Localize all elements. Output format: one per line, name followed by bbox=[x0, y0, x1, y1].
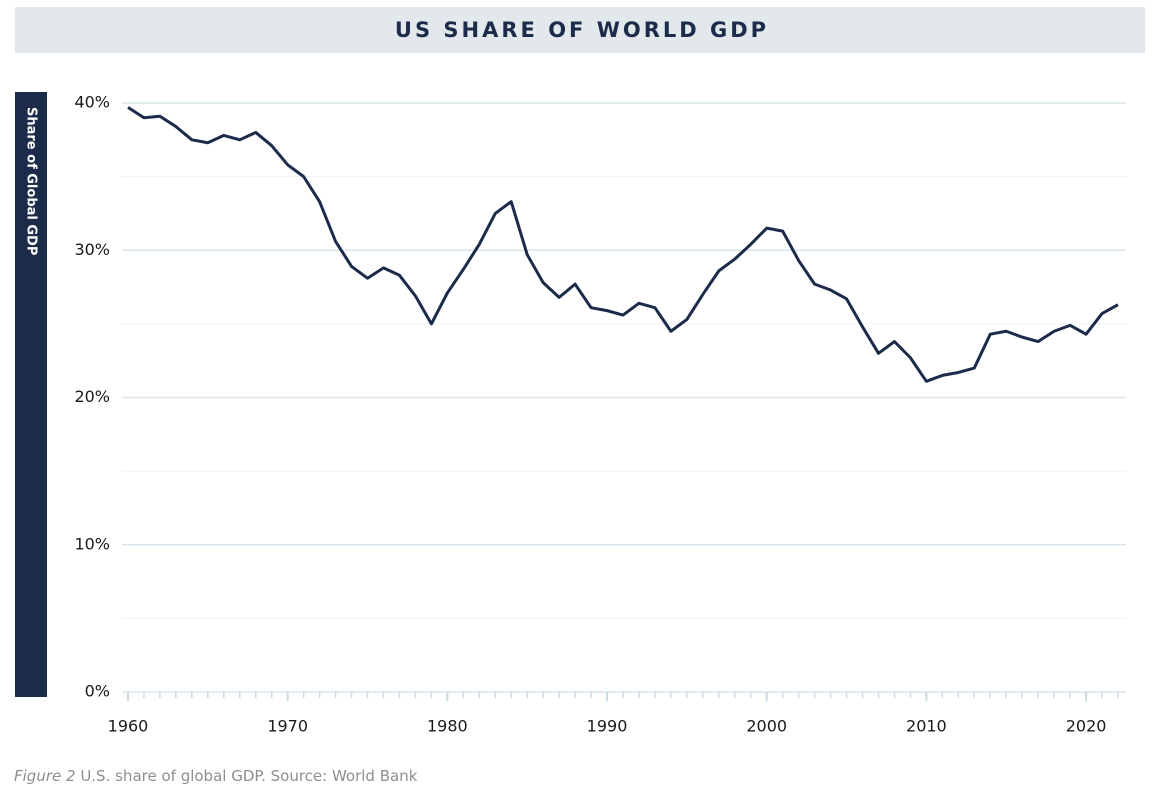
y-tick-label: 10% bbox=[74, 534, 110, 553]
x-tick-label: 1970 bbox=[267, 717, 308, 736]
y-tick-label: 30% bbox=[74, 240, 110, 259]
x-tick-label: 1990 bbox=[587, 717, 628, 736]
x-tick-label: 2020 bbox=[1066, 717, 1107, 736]
caption: Figure 2 U.S. share of global GDP. Sourc… bbox=[14, 767, 418, 785]
x-tick-label: 2000 bbox=[746, 717, 787, 736]
caption-label: Figure 2 bbox=[14, 767, 76, 785]
caption-text: U.S. share of global GDP. Source: World … bbox=[80, 767, 417, 785]
x-tick-label: 1960 bbox=[108, 717, 149, 736]
y-tick-label: 0% bbox=[85, 682, 110, 701]
y-label-band bbox=[15, 92, 47, 697]
x-tick-label: 1980 bbox=[427, 717, 468, 736]
title-band bbox=[15, 7, 1145, 53]
x-tick-label: 2010 bbox=[906, 717, 947, 736]
y-tick-label: 20% bbox=[74, 387, 110, 406]
data-line bbox=[127, 106, 1119, 383]
y-axis-label: Share of Global GDP bbox=[24, 107, 39, 255]
chart-title: US SHARE OF WORLD GDP bbox=[395, 18, 769, 42]
y-tick-label: 40% bbox=[74, 93, 110, 112]
